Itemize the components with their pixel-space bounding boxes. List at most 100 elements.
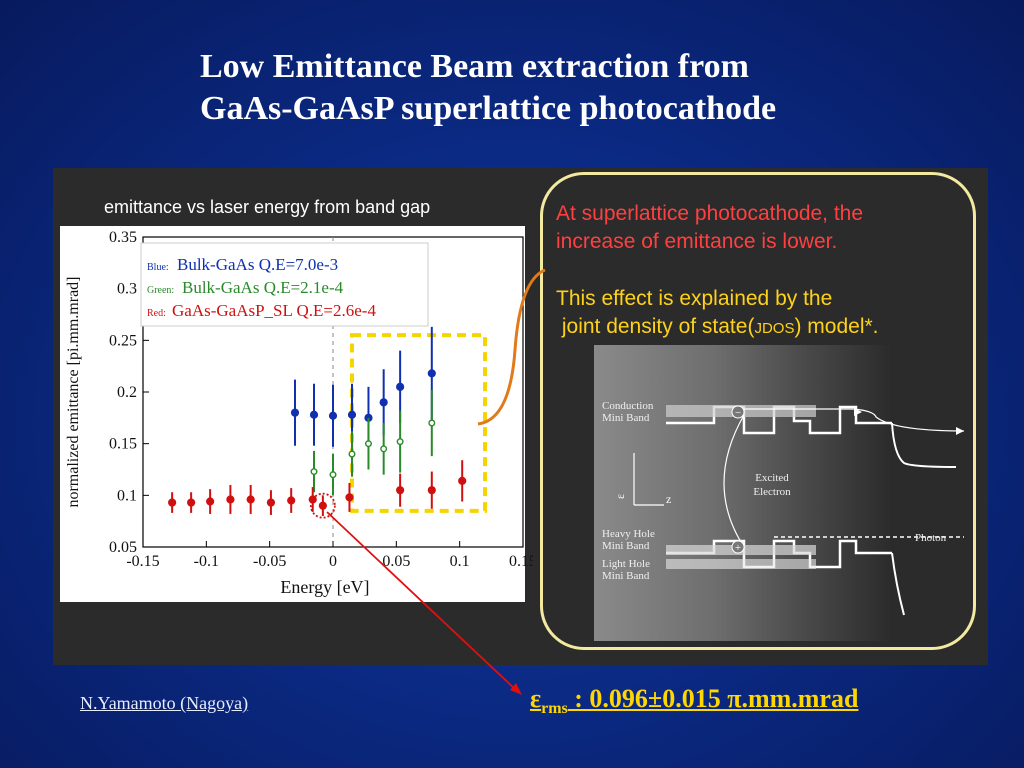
title-line-1: Low Emittance Beam extraction from <box>200 48 749 85</box>
valence-bend <box>891 552 905 616</box>
x-tick-label: -0.1 <box>194 553 219 570</box>
title-line-2: GaAs-GaAsP superlattice photocathode <box>200 90 777 127</box>
jdos-label: JDOS <box>754 320 795 337</box>
legend-label: Bulk-GaAs Q.E=7.0e-3 <box>177 255 338 274</box>
electron-flow-arrow <box>744 408 965 432</box>
conduction-label-2: Mini Band <box>602 412 650 424</box>
conduction-bend <box>891 422 957 468</box>
excited-label-2: Electron <box>753 486 791 498</box>
data-point <box>329 471 337 479</box>
data-point <box>427 369 436 378</box>
emittance-chart: -0.15 -0.1 -0.05 0 0.05 0.1 0.15 0.05 0.1 0.15 0.2… <box>65 229 533 597</box>
x-tick-label: 0.05 <box>382 553 410 570</box>
chart-subheading: emittance vs laser energy from band gap <box>104 197 431 217</box>
axis-z-label: z <box>666 492 671 506</box>
band-diagram: − + ε z Conduction Mini Band Heavy Hole … <box>602 400 965 616</box>
data-point <box>328 411 338 420</box>
data-point <box>290 408 300 417</box>
heavy-label-1: Heavy Hole <box>602 528 655 540</box>
data-point <box>364 440 372 448</box>
plus-sign: + <box>735 542 741 554</box>
data-point <box>168 498 177 507</box>
data-point <box>396 438 404 446</box>
light-label-1: Light Hole <box>602 558 650 570</box>
light-label-2: Mini Band <box>602 570 650 582</box>
legend-prefix: Red: <box>147 308 166 319</box>
hole-symbol <box>731 540 745 554</box>
data-point <box>266 498 276 507</box>
data-point <box>396 486 405 495</box>
x-tick-label: 0 <box>329 553 337 570</box>
circled-point <box>309 492 336 519</box>
x-tick-label: 0.15 <box>509 553 533 570</box>
y-tick-label: 0.3 <box>117 281 137 298</box>
x-tick-label: -0.05 <box>253 553 286 570</box>
callout-line-3: This effect is explained by the <box>556 287 833 310</box>
y-tick-label: 0.35 <box>109 229 137 246</box>
callout-yellow-text: This effect is explained by the joint de… <box>556 285 879 343</box>
arrow-head-1 <box>956 427 964 435</box>
callout-line-4b: ) model*. <box>794 315 879 338</box>
data-point <box>347 410 357 419</box>
data-point <box>309 410 319 419</box>
explanation-callout <box>540 172 976 650</box>
author-credit[interactable]: N.Yamamoto (Nagoya) <box>80 693 249 713</box>
x-tick-label: -0.15 <box>126 553 159 570</box>
legend-label: GaAs-GaAsP_SL Q.E=2.6e-4 <box>172 301 376 320</box>
data-point <box>206 497 215 506</box>
data-point <box>380 445 388 453</box>
y-axis-label: normalized emittance [pi.mm.mrad] <box>65 276 82 507</box>
heavy-label-2: Mini Band <box>602 540 650 552</box>
y-tick-label: 0.25 <box>109 332 137 349</box>
emittance-result: εrms : 0.096±0.015 π.mm.mrad <box>530 684 858 718</box>
axis-e-label: ε <box>613 494 627 499</box>
x-axis-label: Energy [eV] <box>280 577 369 597</box>
callout-line-4: joint density of state(JDOS) model*. <box>556 313 879 343</box>
data-point <box>287 496 296 505</box>
data-marks <box>168 326 487 519</box>
data-point <box>226 495 235 504</box>
pointer-arrow <box>326 511 517 691</box>
light-hole-bar <box>666 559 816 569</box>
legend-box <box>140 242 429 327</box>
data-point <box>427 486 436 495</box>
callout-connector <box>477 268 546 426</box>
epsilon-symbol: ε <box>530 684 542 713</box>
electron-symbol <box>731 405 745 419</box>
result-value: : 0.096±0.015 π.mm.mrad <box>567 684 859 713</box>
legend-label: Bulk-GaAs Q.E=2.1e-4 <box>182 278 344 297</box>
y-tick-label: 0.05 <box>109 539 137 556</box>
y-tick-label: 0.1 <box>117 487 137 504</box>
callout-red-text: At superlattice photocathode, the increa… <box>556 200 863 256</box>
data-point <box>428 419 436 427</box>
excitation-arrow <box>723 414 745 548</box>
axis-ticks: -0.15 -0.1 -0.05 0 0.05 0.1 0.15 0.05 0.1 0.15 0.2… <box>109 229 533 570</box>
rms-subscript: rms <box>541 700 568 718</box>
data-point <box>348 450 356 458</box>
callout-line-4a: joint density of state( <box>561 315 755 338</box>
legend-prefix: Green: <box>147 285 174 296</box>
y-tick-label: 0.15 <box>109 436 137 453</box>
x-tick-label: 0.1 <box>450 553 470 570</box>
band-diagram-background <box>594 345 894 641</box>
slide-title: Low Emittance Beam extraction from GaAs-… <box>200 46 960 130</box>
y-tick-label: 0.2 <box>117 384 137 401</box>
data-point <box>458 476 467 485</box>
data-point <box>379 398 388 407</box>
data-point <box>310 468 318 476</box>
minus-sign: − <box>735 407 741 419</box>
callout-line-2: increase of emittance is lower. <box>556 230 838 253</box>
callout-line-1: At superlattice photocathode, the <box>556 202 864 225</box>
data-point <box>187 498 196 507</box>
excited-label-1: Excited <box>755 472 789 484</box>
arrow-head-2 <box>854 408 862 416</box>
data-point <box>396 382 405 391</box>
data-point <box>345 493 354 502</box>
legend-prefix: Blue: <box>147 262 169 273</box>
conduction-label-1: Conduction <box>602 400 654 412</box>
pointer-arrow-head <box>510 683 522 695</box>
data-point <box>246 495 255 504</box>
photon-label: Photon <box>915 532 947 544</box>
